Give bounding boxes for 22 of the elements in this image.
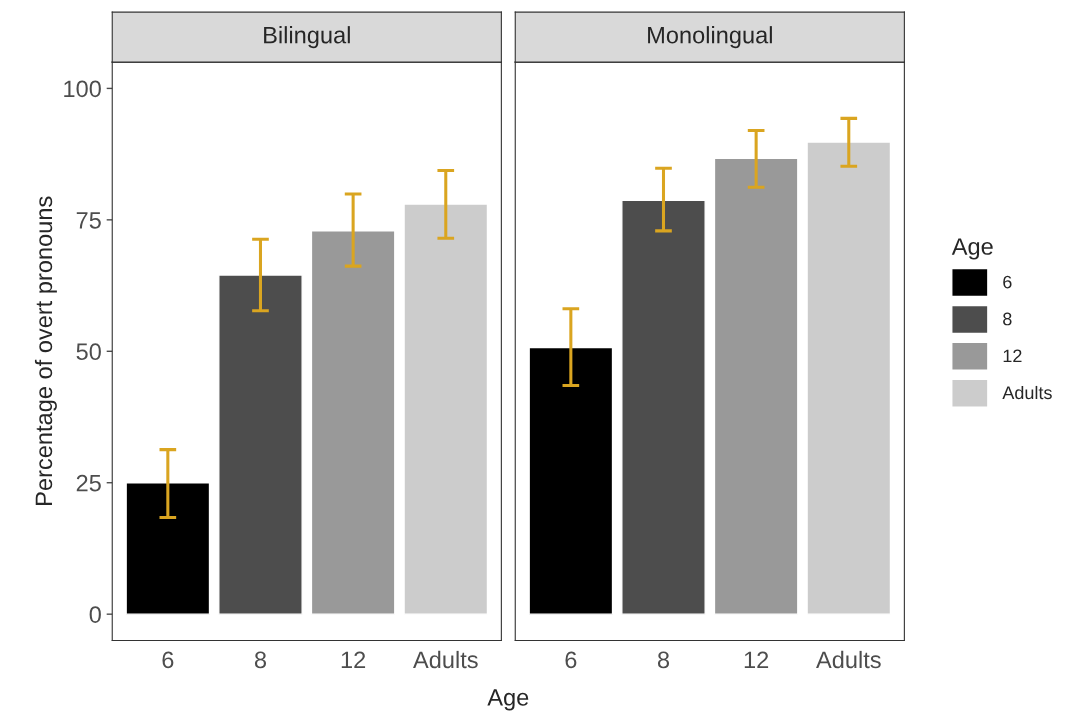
y-tick-label: 50 [76,343,101,361]
y-axis-title: Percentage of overt pronouns [34,196,57,505]
x-tick-label: 8 [254,651,267,669]
x-tick-label: 12 [341,651,366,668]
y-tick-label: 0 [89,606,101,623]
x-tick-label: 6 [162,651,174,669]
legend-label: Adults [1002,385,1052,400]
y-tick-label: 75 [76,212,101,229]
x-tick-label: 6 [565,651,577,669]
x-axis-title: Age [487,689,529,711]
chart-title: Bilingual [264,26,350,49]
x-tick-label: 12 [744,651,769,668]
x-tick-label: 8 [657,651,670,669]
legend-label: 12 [1003,349,1022,363]
x-tick-label: Adults [816,650,881,669]
y-tick-label: 25 [76,474,101,492]
x-tick-label: Adults [413,650,478,669]
y-tick-label: 100 [64,80,101,98]
legend-label: 6 [1003,275,1012,289]
legend-title: Age [951,238,993,260]
chart-title: Monolingual [648,26,772,49]
legend-label: 8 [1003,312,1012,326]
